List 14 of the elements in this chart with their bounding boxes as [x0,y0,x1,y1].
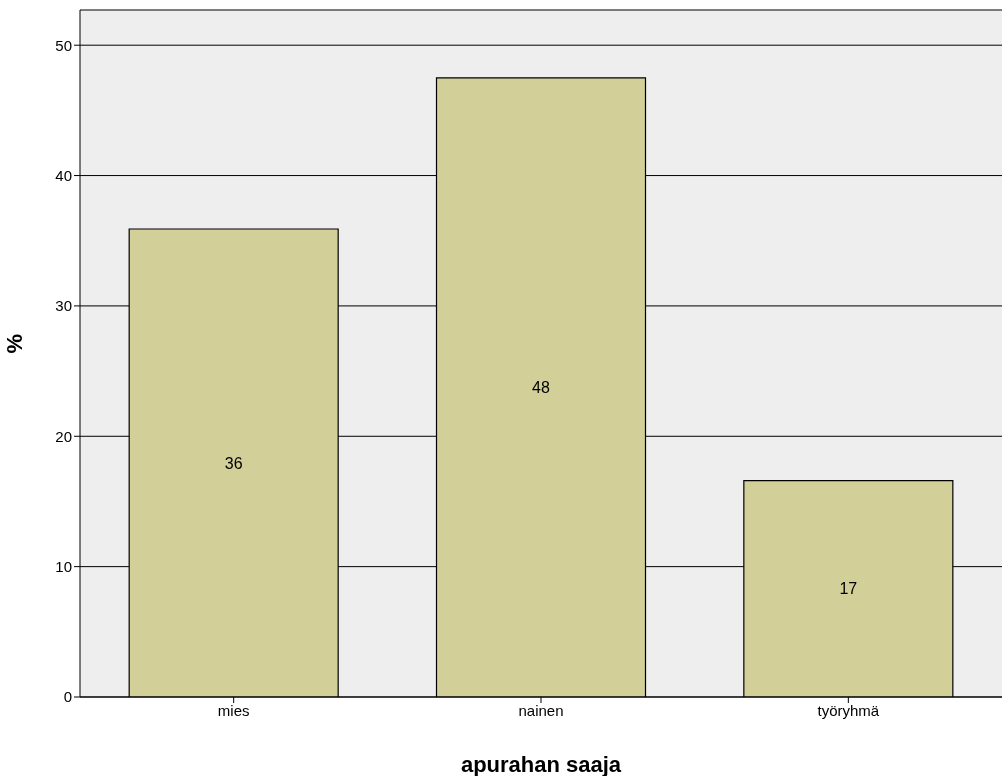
y-tick-label: 0 [63,688,72,706]
data-label: 36 [224,454,243,472]
x-tick-label: mies [217,701,250,719]
y-axis-title: % [1,333,27,354]
y-tick-label: 50 [55,36,72,54]
y-tick-label: 30 [55,297,72,315]
x-tick-label: työryhmä [817,701,880,719]
y-tick-label: 20 [55,427,72,445]
x-axis-title: apurahan saaja [460,752,622,776]
data-label: 48 [532,378,551,396]
y-tick-label: 40 [55,166,72,184]
data-label: 17 [839,580,858,598]
y-tick-label: 10 [55,557,72,575]
x-tick-label: nainen [518,701,564,719]
